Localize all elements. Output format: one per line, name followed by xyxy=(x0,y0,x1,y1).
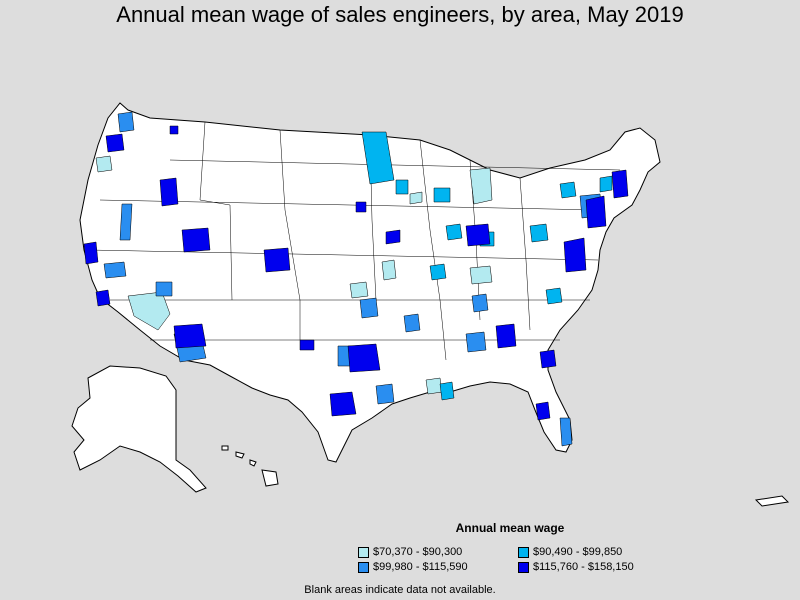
legend-item-tier-4: $115,760 - $158,150 xyxy=(518,561,634,573)
legend-swatch-tier-3 xyxy=(358,561,369,573)
legend-label-tier-4: $115,760 - $158,150 xyxy=(533,561,634,573)
legend-swatch-tier-2 xyxy=(518,546,529,558)
legend-swatch-tier-4 xyxy=(518,561,529,573)
legend-title: Annual mean wage xyxy=(455,521,565,535)
legend-label-tier-2: $90,490 - $99,850 xyxy=(533,546,623,558)
legend-item-tier-3: $99,980 - $115,590 xyxy=(358,561,468,573)
alaska-shape xyxy=(71,365,207,493)
areas-tier-1 xyxy=(95,155,493,395)
map-title: Annual mean wage of sales engineers, by … xyxy=(116,2,684,27)
legend-item-tier-1: $70,370 - $90,300 xyxy=(358,546,462,558)
hawaii-shape xyxy=(221,445,279,487)
legend-swatch-tier-1 xyxy=(358,546,369,558)
puerto-rico-shape xyxy=(754,495,790,507)
areas-tier-4 xyxy=(83,125,629,421)
areas-tier-2 xyxy=(361,131,613,401)
legend-item-tier-2: $90,490 - $99,850 xyxy=(518,546,622,558)
legend-label-tier-3: $99,980 - $115,590 xyxy=(373,561,468,573)
legend-label-tier-1: $70,370 - $90,300 xyxy=(373,546,463,558)
footnote: Blank areas indicate data not available. xyxy=(304,584,496,596)
